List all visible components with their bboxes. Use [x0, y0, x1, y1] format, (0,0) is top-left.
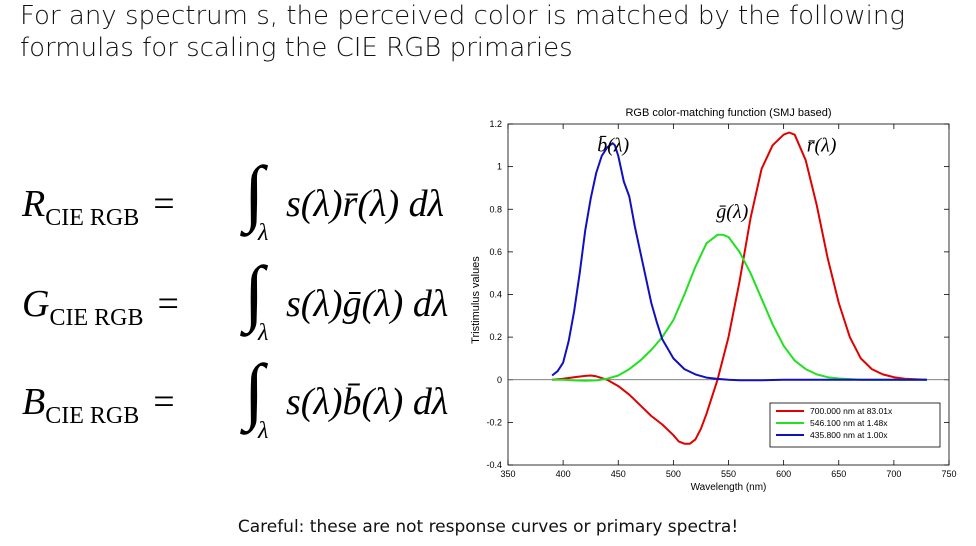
chart-x-axis-label: Wavelength (nm) — [691, 482, 767, 493]
x-tick-label: 600 — [776, 469, 791, 479]
x-tick-label: 750 — [941, 469, 956, 479]
legend-entry: 700.000 nm at 83.01x — [810, 406, 893, 416]
equals-sign: = — [157, 283, 179, 325]
curve-label: ḡ(λ) — [716, 201, 748, 223]
x-tick-label: 500 — [666, 469, 681, 479]
integral-subscript: λ — [258, 320, 269, 346]
lhs-letter: G — [22, 283, 50, 325]
heading: For any spectrum s, the perceived color … — [20, 0, 905, 64]
heading-line-2: formulas for scaling the CIE RGB primari… — [20, 33, 573, 63]
x-tick-label: 650 — [831, 469, 846, 479]
equation-lhs: BCIE RGB = — [22, 380, 189, 429]
y-tick-label: 0.8 — [489, 204, 502, 214]
lhs-subscript: CIE RGB — [49, 305, 144, 331]
integral-subscript: λ — [258, 418, 269, 444]
equals-sign: = — [153, 183, 175, 225]
x-tick-label: 450 — [611, 469, 626, 479]
caption: Careful: these are not response curves o… — [237, 517, 739, 537]
chart-title: RGB color-matching function (SMJ based) — [625, 107, 831, 119]
y-tick-label: 0 — [497, 375, 502, 385]
y-tick-label: 1 — [497, 162, 502, 172]
lhs-subscript: CIE RGB — [45, 205, 140, 231]
integral-subscript: λ — [258, 220, 269, 246]
color-matching-chart: RGB color-matching function (SMJ based) 3… — [486, 107, 956, 493]
legend-entry: 546.100 nm at 1.48x — [810, 418, 888, 428]
lhs-subscript: CIE RGB — [45, 403, 140, 429]
equation-lhs: GCIE RGB = — [22, 282, 193, 331]
curve-label: b̄(λ) — [597, 135, 629, 157]
series-line-2 — [551, 142, 927, 382]
y-tick-label: 1.2 — [489, 119, 502, 129]
legend-entry: 435.800 nm at 1.00x — [810, 430, 888, 440]
y-tick-label: 0.4 — [489, 290, 502, 300]
x-tick-label: 400 — [556, 469, 571, 479]
lhs-letter: R — [22, 183, 46, 225]
y-tick-label: -0.2 — [486, 417, 502, 427]
integrand: s(λ)r̄(λ) dλ — [286, 183, 445, 225]
y-tick-label: -0.4 — [486, 460, 502, 470]
x-tick-label: 700 — [886, 469, 901, 479]
integrand: s(λ)b̄(λ) dλ — [286, 381, 449, 423]
curve-label: r̄(λ) — [807, 135, 837, 157]
y-tick-label: 0.6 — [489, 247, 502, 257]
integral-sign: ∫ — [244, 152, 265, 234]
series-line-0 — [552, 131, 927, 445]
equals-sign: = — [153, 381, 175, 423]
x-tick-label: 350 — [500, 469, 515, 479]
integrand: s(λ)ḡ(λ) dλ — [286, 283, 449, 325]
equation-lhs: RCIE RGB = — [22, 182, 189, 231]
x-tick-label: 550 — [721, 469, 736, 479]
heading-line-1: For any spectrum s, the perceived color … — [20, 1, 905, 31]
y-tick-label: 0.2 — [489, 332, 502, 342]
integral-sign: ∫ — [244, 350, 265, 432]
lhs-letter: B — [22, 381, 46, 423]
integral-sign: ∫ — [244, 252, 265, 334]
